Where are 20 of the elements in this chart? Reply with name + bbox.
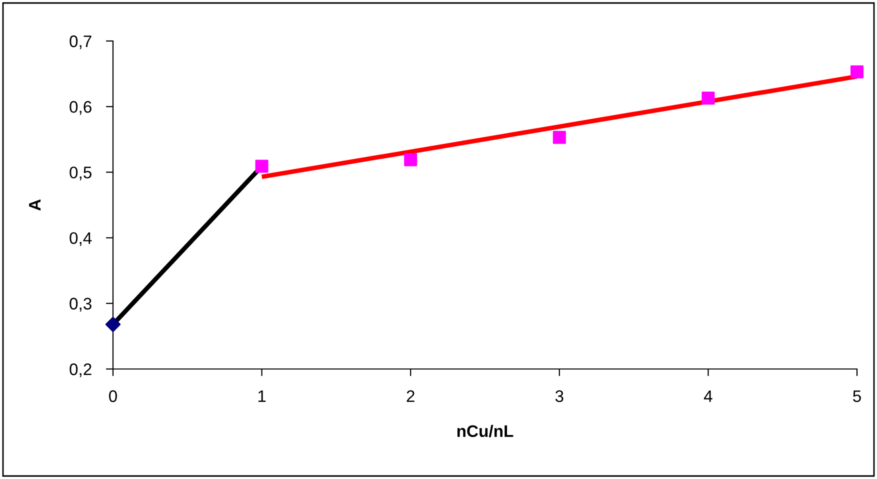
x-tick-label: 5 — [853, 390, 861, 402]
y-tick-label: 0,5 — [70, 166, 92, 180]
point — [552, 130, 566, 144]
point — [702, 92, 715, 105]
x-tick-label: 2 — [406, 390, 414, 402]
x-tick-label: 4 — [704, 390, 712, 402]
x-tick-label: 1 — [258, 390, 266, 402]
y-tick-label: 0,7 — [70, 35, 92, 50]
y-tick-label: 0,2 — [70, 363, 92, 378]
point — [850, 65, 864, 78]
point — [404, 153, 418, 166]
x-axis-title: nCu/nL — [457, 424, 514, 438]
y-tick-label: 0,3 — [70, 298, 92, 312]
point — [105, 316, 121, 332]
point — [255, 160, 268, 173]
y-tick-label: 0,4 — [70, 232, 92, 246]
x-tick-label: 0 — [109, 390, 117, 402]
y-axis-title: A — [29, 199, 41, 211]
x-tick-label: 3 — [555, 390, 564, 402]
y-tick-label: 0,6 — [70, 101, 92, 115]
